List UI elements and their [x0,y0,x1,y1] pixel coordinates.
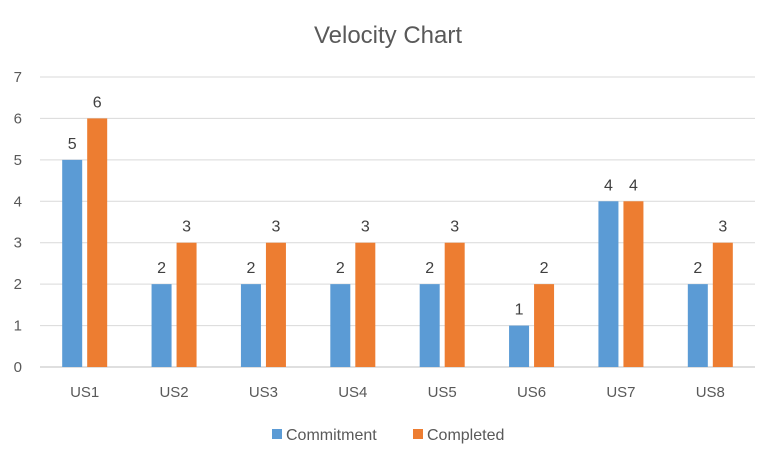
x-tick-label: US2 [159,384,188,401]
data-label: 2 [336,260,345,277]
x-tick-label: US3 [249,384,278,401]
bar-completed-us2 [176,242,197,367]
data-label: 1 [515,302,524,319]
y-tick-label: 7 [14,69,22,86]
y-tick-label: 4 [14,193,22,210]
bar-commitment-us2 [151,284,172,367]
x-tick-label: US8 [696,384,725,401]
data-label: 2 [425,260,434,277]
data-label: 3 [271,219,280,236]
data-label: 4 [629,177,638,194]
y-tick-label: 1 [14,318,22,335]
chart-title: Velocity Chart [314,22,462,49]
gridlines [40,76,755,368]
x-tick-label: US1 [70,384,99,401]
bar-completed-us1 [87,118,108,367]
bar-completed-us6 [534,284,555,367]
y-tick-label: 3 [14,235,22,252]
data-label: 3 [361,219,370,236]
data-label: 2 [246,260,255,277]
data-label: 3 [182,219,191,236]
y-tick-label: 0 [14,359,22,376]
data-label: 3 [718,219,727,236]
bar-commitment-us1 [62,159,83,367]
data-label: 3 [450,219,459,236]
bar-commitment-us3 [240,284,261,367]
data-label: 2 [540,260,549,277]
data-labels: 5 6 2 3 2 3 2 3 2 3 1 2 4 4 2 3 [68,94,728,318]
legend: Commitment Completed [272,427,504,444]
data-label: 6 [93,94,102,111]
y-axis-ticks: 0 1 2 3 4 5 6 7 [14,69,22,376]
legend-label-completed: Completed [427,427,504,444]
bar-completed-us3 [265,242,286,367]
data-label: 2 [693,260,702,277]
bar-commitment-us4 [330,284,351,367]
data-label: 4 [604,177,613,194]
bar-commitment-us8 [687,284,708,367]
bars [62,118,733,367]
data-label: 5 [68,136,77,153]
y-tick-label: 2 [14,276,22,293]
legend-swatch-commitment [272,429,282,439]
bar-completed-us7 [623,201,644,367]
x-tick-label: US7 [606,384,635,401]
x-tick-label: US6 [517,384,546,401]
legend-label-commitment: Commitment [286,427,377,444]
bar-commitment-us6 [509,325,530,367]
bar-completed-us8 [712,242,733,367]
y-tick-label: 5 [14,152,22,169]
x-tick-label: US5 [428,384,457,401]
bar-commitment-us5 [419,284,440,367]
x-axis-ticks: US1 US2 US3 US4 US5 US6 US7 US8 [70,384,725,401]
bar-completed-us5 [444,242,465,367]
y-tick-label: 6 [14,110,22,127]
bar-commitment-us7 [598,201,619,367]
bar-completed-us4 [355,242,376,367]
data-label: 2 [157,260,166,277]
x-tick-label: US4 [338,384,367,401]
legend-swatch-completed [413,429,423,439]
